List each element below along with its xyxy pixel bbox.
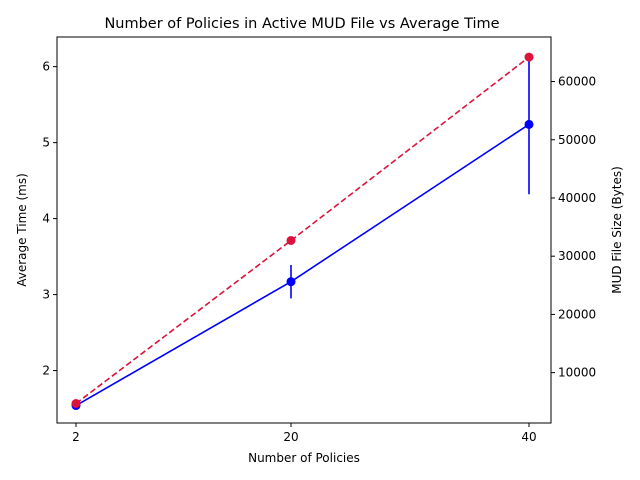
x-axis-label: Number of Policies [248,451,360,465]
y-left-tick-label: 5 [42,136,50,150]
y-right-tick-label: 50000 [558,133,596,147]
y-left-tick-label: 3 [42,288,50,302]
y-axis-left-label: Average Time (ms) [15,173,29,287]
y-left-tick-label: 6 [42,60,50,74]
x-axis: 2 20 40 [72,423,537,444]
series-2-point [286,235,296,245]
y-left-tick-label: 4 [42,212,50,226]
y-axis-right: 10000 20000 30000 40000 50000 60000 [551,75,596,380]
series-1-point [524,119,534,129]
y-right-tick-label: 10000 [558,366,596,380]
y-axis-left: 2 3 4 5 6 [42,60,57,378]
series-2-point [524,52,534,62]
series-layer [71,52,534,411]
y-right-tick-label: 20000 [558,307,596,321]
series-1-line [75,123,530,407]
x-tick-label: 2 [72,430,80,444]
x-tick-label: 40 [521,430,536,444]
y-right-tick-label: 40000 [558,191,596,205]
y-right-tick-label: 60000 [558,75,596,89]
y-axis-right-label: MUD File Size (Bytes) [610,166,624,294]
y-right-tick-label: 30000 [558,249,596,263]
series-2-line [75,56,530,405]
series-1-point [286,277,296,287]
chart-title: Number of Policies in Active MUD File vs… [104,16,499,32]
x-tick-label: 20 [283,430,298,444]
plot-area-frame [56,36,552,424]
series-2-point [71,398,81,408]
y-left-tick-label: 2 [42,364,50,378]
